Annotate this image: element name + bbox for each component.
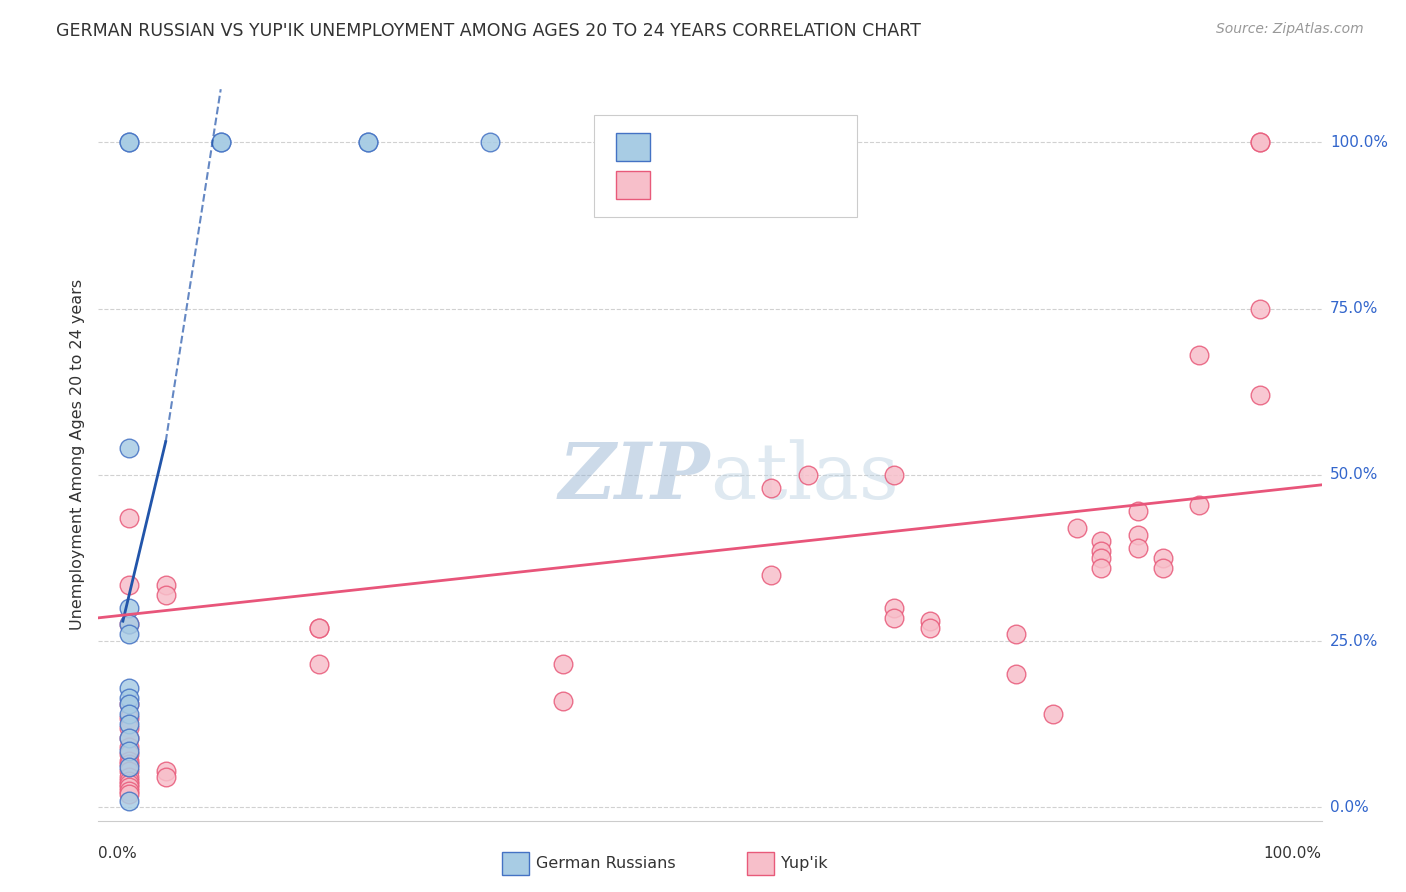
Point [1188,498,1211,512]
Text: 75.0%: 75.0% [1330,301,1378,316]
Point [478,136,501,150]
Point [1004,627,1026,641]
Point [761,567,783,582]
Point [553,694,575,708]
Text: N = 54: N = 54 [766,176,828,194]
Point [308,621,330,635]
Point [118,577,141,591]
Point [1066,521,1088,535]
Point [1042,707,1064,722]
Point [1004,667,1026,681]
Text: German Russians: German Russians [536,856,676,871]
Point [118,627,141,641]
Text: 25.0%: 25.0% [1330,633,1378,648]
Point [118,717,141,731]
Point [118,698,141,712]
Point [118,617,141,632]
Point [1128,527,1150,541]
Text: ZIP: ZIP [558,439,710,515]
Point [118,511,141,525]
Point [155,588,177,602]
Y-axis label: Unemployment Among Ages 20 to 24 years: Unemployment Among Ages 20 to 24 years [70,279,86,631]
Point [118,136,141,150]
Bar [616,133,650,161]
Point [118,690,141,705]
Text: 0.0%: 0.0% [1330,800,1368,814]
Point [1128,504,1150,518]
Point [118,740,141,755]
Point [118,744,141,758]
Point [118,731,141,745]
Text: Yup'ik: Yup'ik [780,856,828,871]
Point [1090,561,1112,575]
Point [118,731,141,745]
Point [118,773,141,788]
Bar [747,852,773,876]
Text: N = 20: N = 20 [766,138,828,156]
Point [118,771,141,785]
Point [118,764,141,778]
Point [1152,561,1174,575]
Point [553,657,575,672]
Text: R = 0.737: R = 0.737 [662,138,745,156]
Point [920,621,942,635]
Point [118,787,141,801]
Point [1090,551,1112,566]
Point [1128,541,1150,555]
Point [883,611,905,625]
Point [155,764,177,778]
Point [118,794,141,808]
Point [1249,136,1271,150]
Point [1090,534,1112,549]
Point [1090,544,1112,558]
Point [883,600,905,615]
Point [761,481,783,495]
Text: Source: ZipAtlas.com: Source: ZipAtlas.com [1216,22,1364,37]
Point [209,136,232,150]
Point [118,721,141,735]
Point [118,710,141,724]
Point [1188,348,1211,362]
Point [797,467,820,482]
Point [118,136,141,150]
Text: R = 0.228: R = 0.228 [662,176,745,194]
Point [118,757,141,772]
Bar [502,852,529,876]
Point [118,617,141,632]
Point [209,136,232,150]
FancyBboxPatch shape [593,115,856,218]
Point [118,600,141,615]
Text: 100.0%: 100.0% [1264,846,1322,861]
Point [883,467,905,482]
Point [118,760,141,774]
Point [118,780,141,795]
Point [118,707,141,722]
Point [308,657,330,672]
Point [356,136,378,150]
Point [118,777,141,791]
Text: GERMAN RUSSIAN VS YUP'IK UNEMPLOYMENT AMONG AGES 20 TO 24 YEARS CORRELATION CHAR: GERMAN RUSSIAN VS YUP'IK UNEMPLOYMENT AM… [56,22,921,40]
Text: 100.0%: 100.0% [1330,135,1388,150]
Point [1249,301,1271,316]
Point [118,698,141,712]
Point [118,754,141,768]
Point [118,783,141,797]
Text: 0.0%: 0.0% [98,846,138,861]
Point [118,747,141,761]
Point [1152,551,1174,566]
Point [118,442,141,456]
Bar [616,171,650,199]
Point [920,614,942,628]
Point [1249,388,1271,402]
Text: atlas: atlas [710,439,898,515]
Point [308,621,330,635]
Point [155,771,177,785]
Point [118,681,141,695]
Point [1249,136,1271,150]
Point [155,577,177,591]
Point [356,136,378,150]
Text: 50.0%: 50.0% [1330,467,1378,483]
